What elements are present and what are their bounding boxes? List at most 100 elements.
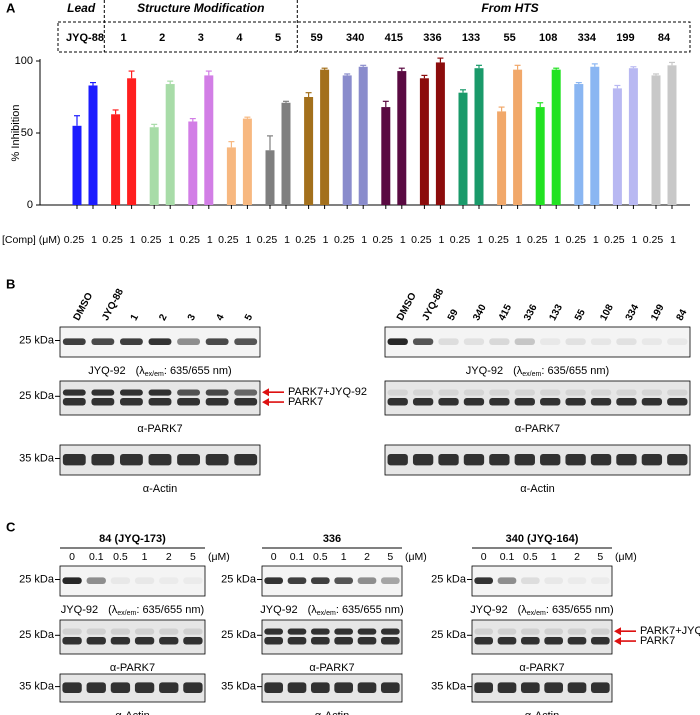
blot-image — [261, 619, 403, 655]
blot-caption: JYQ-92 (λex/em: 635/655 nm) — [260, 604, 403, 617]
lane-label: 84 — [675, 307, 690, 322]
x-tick-label: 0.25 — [566, 234, 587, 246]
band — [159, 637, 179, 645]
band — [590, 389, 612, 396]
blot-image — [384, 444, 691, 476]
lane-label: 199 — [649, 302, 667, 322]
band — [177, 389, 200, 396]
band — [474, 577, 493, 584]
band — [438, 398, 459, 406]
arrow-head — [614, 637, 621, 646]
arrow-label: PARK7+JYQ-92 — [640, 625, 700, 637]
band — [565, 389, 586, 396]
band — [521, 577, 540, 584]
band — [489, 338, 510, 345]
x-tick-label: 1 — [207, 234, 213, 246]
bar — [474, 68, 484, 205]
band — [334, 628, 353, 635]
lane-label: 0.5 — [113, 551, 128, 563]
x-tick-label: 1 — [130, 234, 136, 246]
panel-label: B — [6, 276, 15, 291]
bar — [535, 107, 545, 205]
blot-caption: α-PARK7 — [110, 662, 155, 674]
group-label: Structure Modification — [137, 1, 264, 15]
bar — [551, 69, 561, 205]
lane-label: 5 — [387, 551, 393, 563]
band — [86, 628, 106, 635]
band — [521, 637, 540, 645]
band — [62, 338, 86, 345]
band — [334, 682, 353, 694]
x-tick-label: 1 — [516, 234, 522, 246]
x-tick-label: 0.25 — [180, 234, 201, 246]
caption-sub: ex/em — [145, 371, 164, 378]
blot-caption: JYQ-92 (λex/em: 635/655 nm) — [61, 604, 204, 617]
lane-label: 5 — [190, 551, 196, 563]
caption-sub: ex/em — [527, 610, 546, 617]
band — [62, 628, 82, 635]
band — [159, 577, 179, 584]
lane-label: 340 — [471, 302, 489, 322]
caption-sub: ex/em — [117, 610, 136, 617]
lane-label: 0 — [69, 551, 75, 563]
unit-label: (μM) — [405, 551, 427, 563]
band — [62, 577, 82, 584]
compound-label: 334 — [578, 32, 597, 44]
x-tick-label: 0.25 — [102, 234, 123, 246]
bar — [204, 75, 214, 206]
caption-close: : 635/655 nm) — [546, 604, 614, 616]
compound-label: 108 — [539, 32, 557, 44]
band — [86, 637, 106, 645]
band — [287, 637, 307, 645]
band — [311, 682, 330, 694]
band — [234, 389, 258, 396]
lane-label: 1 — [551, 551, 557, 563]
arrow-head — [262, 388, 269, 397]
band — [183, 628, 203, 635]
band — [311, 577, 330, 584]
mw-marker: 25 kDa — [19, 334, 55, 346]
band — [120, 398, 143, 406]
band — [91, 338, 115, 345]
bar — [281, 102, 291, 205]
x-axis-label: [Comp] (μM) — [2, 234, 61, 246]
band — [205, 454, 229, 466]
band — [641, 389, 663, 396]
compound-label: 199 — [616, 32, 634, 44]
lane-label: 0.1 — [290, 551, 305, 563]
blot-image — [59, 619, 206, 655]
x-tick-label: 0.25 — [604, 234, 625, 246]
band — [91, 454, 115, 466]
mw-marker: 25 kDa — [431, 629, 467, 641]
band — [514, 389, 535, 396]
bar — [435, 62, 445, 205]
bar — [111, 114, 121, 205]
bar — [165, 84, 175, 205]
band — [120, 454, 143, 466]
group-label: Lead — [67, 1, 96, 15]
bar — [667, 65, 677, 205]
compound-label: 2 — [159, 32, 165, 44]
band — [540, 454, 561, 466]
bar — [590, 66, 600, 205]
band — [489, 398, 510, 406]
band — [616, 454, 637, 466]
blot-image — [471, 673, 613, 703]
lane-label: 4 — [214, 312, 227, 322]
band — [86, 682, 106, 694]
mw-marker: 25 kDa — [19, 390, 55, 402]
y-tick-label: 100 — [15, 55, 33, 67]
blot-title: 336 — [323, 533, 341, 545]
blot-image — [384, 380, 691, 416]
compound-label: JYQ-88 — [66, 32, 104, 44]
band — [183, 682, 203, 694]
caption-close: : 635/655 nm) — [136, 604, 204, 616]
band — [497, 637, 517, 645]
band — [387, 454, 408, 466]
x-tick-label: 0.25 — [527, 234, 548, 246]
lane-label: 3 — [186, 312, 199, 322]
x-tick-label: 1 — [438, 234, 444, 246]
lane-label: JYQ-88 — [420, 287, 446, 323]
lane-label: 1 — [341, 551, 347, 563]
lane-label: 0.5 — [523, 551, 538, 563]
